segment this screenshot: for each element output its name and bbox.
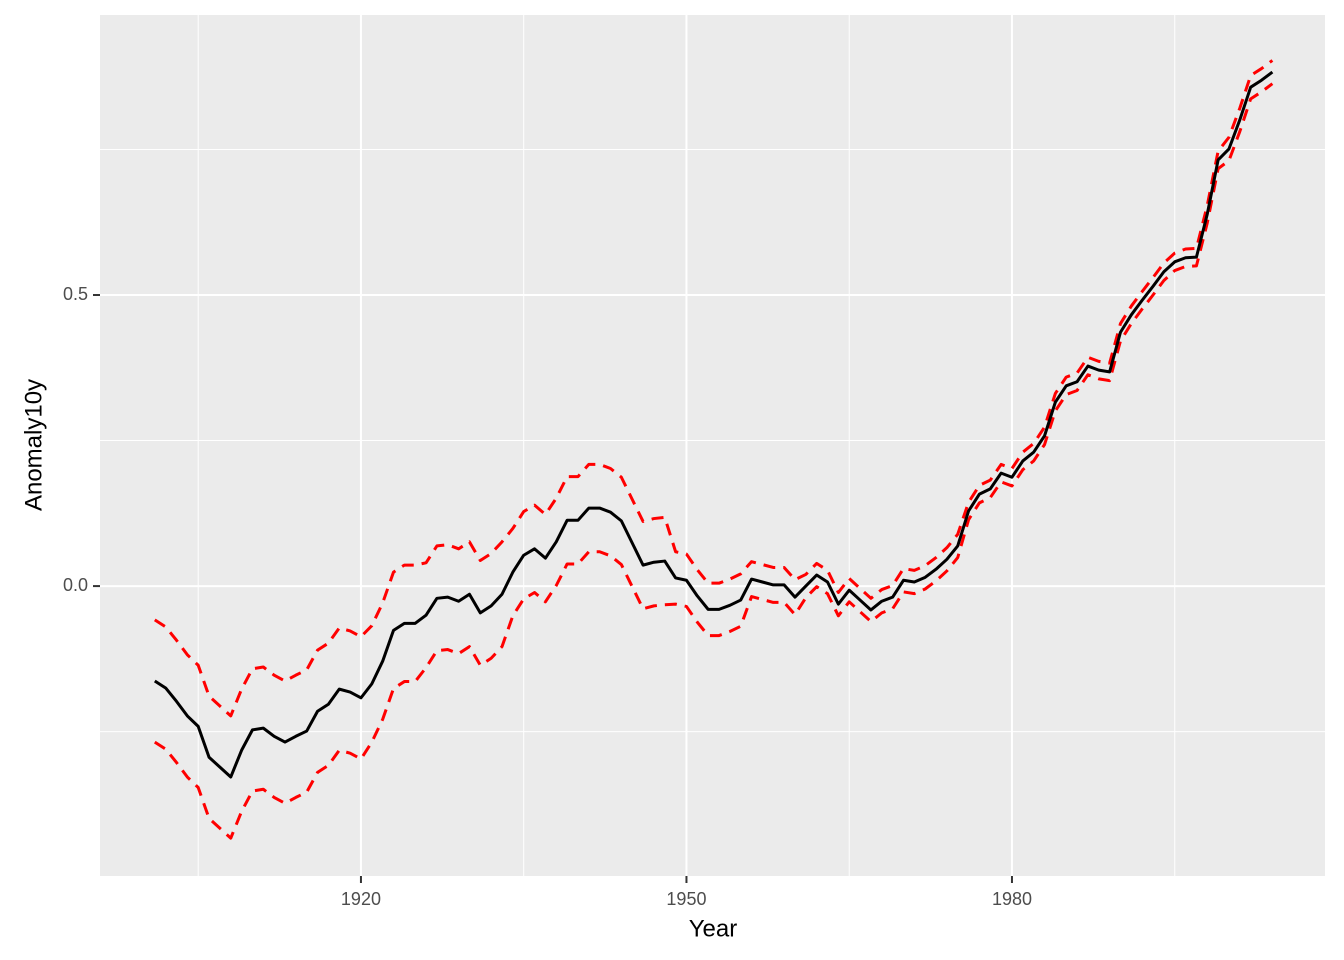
x-tick-label: 1920: [341, 889, 381, 909]
y-tick-label: 0.5: [63, 284, 88, 304]
series-line: [153, 82, 1274, 840]
y-axis-title: Anomaly10y: [20, 379, 47, 511]
series-line: [153, 59, 1274, 718]
x-axis-title: Year: [689, 915, 738, 942]
x-tick-label: 1980: [992, 889, 1032, 909]
x-tick-label: 1950: [666, 889, 706, 909]
y-tick-label: 0.0: [63, 575, 88, 595]
plot-background: [100, 15, 1325, 876]
series-line: [153, 70, 1274, 779]
